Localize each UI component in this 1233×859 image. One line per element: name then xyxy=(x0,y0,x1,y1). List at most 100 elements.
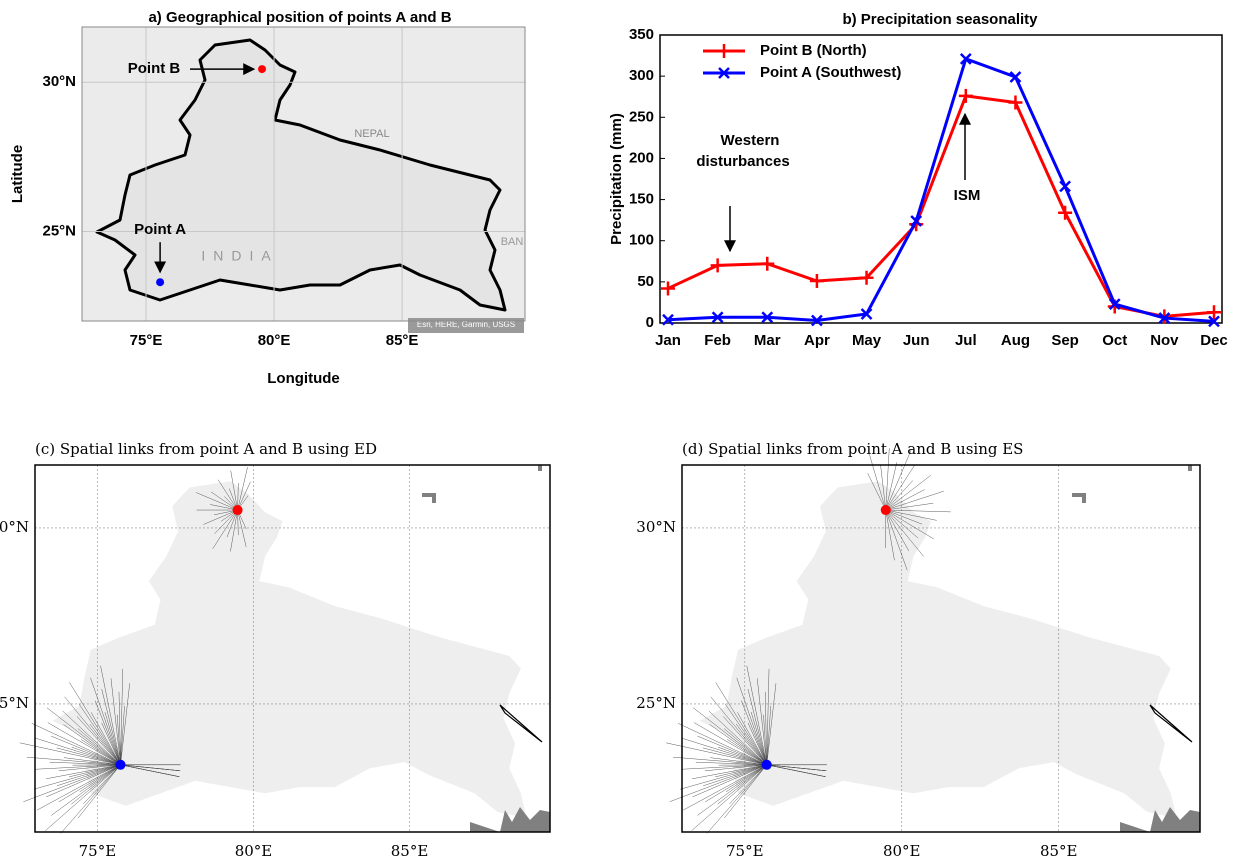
link xyxy=(50,764,121,816)
link xyxy=(77,764,121,819)
link xyxy=(763,714,768,765)
x-tick-label: 80°E xyxy=(883,842,921,859)
link xyxy=(89,723,121,765)
link xyxy=(885,509,937,521)
coast-shape xyxy=(470,807,550,832)
link xyxy=(120,705,125,765)
annotation: disturbances xyxy=(696,153,789,170)
link xyxy=(705,764,767,772)
x-tick-label: Mar xyxy=(754,332,781,349)
legend-label: Point B (North) xyxy=(760,42,867,59)
link xyxy=(885,465,915,511)
link xyxy=(885,475,932,511)
link xyxy=(60,764,121,834)
link xyxy=(885,489,925,511)
link xyxy=(885,480,913,511)
link xyxy=(724,764,767,819)
x-tick-label: 80°E xyxy=(235,842,273,859)
link xyxy=(71,764,121,805)
link xyxy=(693,707,767,765)
marker xyxy=(662,313,674,326)
link xyxy=(681,737,767,766)
link xyxy=(885,509,934,540)
link xyxy=(230,509,238,552)
link xyxy=(63,724,121,765)
link xyxy=(715,764,767,778)
link xyxy=(104,711,121,765)
link xyxy=(79,764,121,793)
y-tick-label: 250 xyxy=(629,108,654,125)
point xyxy=(761,759,772,770)
plot-frame xyxy=(659,34,1223,324)
link xyxy=(237,467,248,511)
x-tick-label: Dec xyxy=(1200,332,1228,349)
x-tick-label: Jan xyxy=(655,332,681,349)
link xyxy=(735,723,767,765)
panel-title: a) Geographical position of points A and… xyxy=(148,9,451,26)
link xyxy=(885,449,912,511)
link xyxy=(747,689,768,765)
x-tick-label: 85°E xyxy=(386,332,419,349)
y-tick-label: 25°N xyxy=(42,222,76,239)
point xyxy=(258,65,267,74)
map-label: Esri, HERE, Garmin, USGS xyxy=(417,320,515,329)
link xyxy=(673,756,767,766)
link xyxy=(766,764,827,772)
marker xyxy=(809,274,824,289)
y-tick-label: 300 xyxy=(629,67,654,84)
marker xyxy=(860,308,873,320)
region xyxy=(699,481,1177,819)
link xyxy=(203,509,238,525)
marker xyxy=(1108,298,1121,310)
link xyxy=(666,742,767,766)
coast-shape xyxy=(1120,807,1200,832)
link xyxy=(118,691,121,765)
link xyxy=(704,764,767,803)
link xyxy=(47,722,121,766)
outline-shape xyxy=(1149,704,1193,743)
link xyxy=(46,764,121,798)
marker xyxy=(761,311,774,324)
link xyxy=(724,703,767,765)
marker xyxy=(859,270,874,285)
marker xyxy=(1208,315,1220,328)
link xyxy=(723,728,767,765)
link xyxy=(120,764,181,772)
panel-title: (d) Spatial links from point A and B usi… xyxy=(682,440,1023,458)
marker xyxy=(1009,71,1022,83)
y-tick-label: 150 xyxy=(629,191,654,208)
link xyxy=(31,723,121,766)
link xyxy=(703,764,767,787)
link xyxy=(217,479,238,511)
marker xyxy=(1059,180,1071,193)
x-tick-label: 75°E xyxy=(726,842,764,859)
x-tick-label: Aug xyxy=(1001,332,1030,349)
link xyxy=(702,747,767,766)
link xyxy=(766,683,777,765)
link xyxy=(101,689,121,765)
link xyxy=(697,735,767,766)
link xyxy=(717,746,767,766)
small-shape xyxy=(1072,493,1086,503)
frame xyxy=(34,464,551,833)
link xyxy=(33,764,121,790)
link xyxy=(19,742,121,766)
y-axis-label: Precipitation (mm) xyxy=(608,113,625,245)
link xyxy=(83,764,121,805)
link xyxy=(725,764,767,793)
marker xyxy=(1058,205,1073,220)
marker xyxy=(959,52,972,65)
point xyxy=(880,505,891,516)
link xyxy=(756,678,768,765)
link xyxy=(680,764,767,790)
link xyxy=(715,682,767,765)
marker xyxy=(910,215,923,227)
link xyxy=(766,764,826,777)
link xyxy=(869,454,886,511)
x-tick-label: Nov xyxy=(1150,332,1179,349)
x-tick-label: Jun xyxy=(903,332,930,349)
small-shape xyxy=(538,465,542,471)
link xyxy=(706,764,767,834)
panel-title: (c) Spatial links from point A and B usi… xyxy=(35,440,377,458)
